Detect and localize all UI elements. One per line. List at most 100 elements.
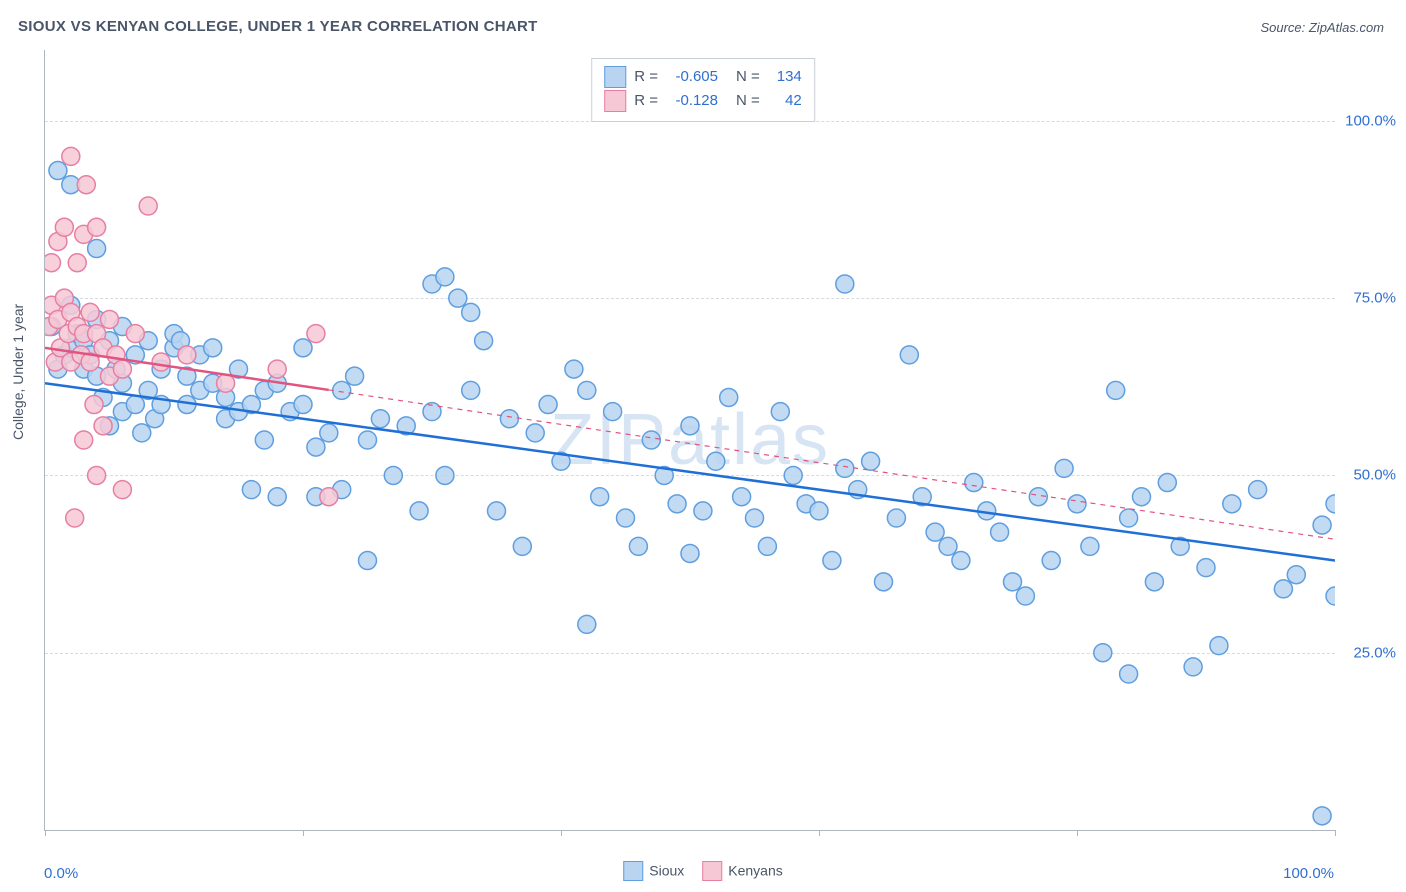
data-point bbox=[784, 466, 802, 484]
legend-swatch bbox=[604, 66, 626, 88]
legend-swatch bbox=[623, 861, 643, 881]
data-point bbox=[617, 509, 635, 527]
data-point bbox=[1133, 488, 1151, 506]
data-point bbox=[178, 346, 196, 364]
data-point bbox=[939, 537, 957, 555]
data-point bbox=[1223, 495, 1241, 513]
stat-r-label: R = bbox=[634, 89, 658, 113]
data-point bbox=[952, 552, 970, 570]
data-point bbox=[629, 537, 647, 555]
data-point bbox=[578, 615, 596, 633]
plot-canvas bbox=[45, 50, 1335, 830]
series-legend: SiouxKenyans bbox=[623, 862, 783, 882]
stat-r-label: R = bbox=[634, 65, 658, 89]
data-point bbox=[449, 289, 467, 307]
data-point bbox=[681, 417, 699, 435]
stat-n-value: 134 bbox=[768, 65, 802, 89]
data-point bbox=[126, 396, 144, 414]
scatter-plot: ZIPatlas bbox=[44, 50, 1335, 831]
data-point bbox=[204, 339, 222, 357]
data-point bbox=[88, 218, 106, 236]
data-point bbox=[771, 403, 789, 421]
data-point bbox=[49, 162, 67, 180]
data-point bbox=[604, 403, 622, 421]
data-point bbox=[436, 268, 454, 286]
data-point bbox=[1274, 580, 1292, 598]
data-point bbox=[359, 431, 377, 449]
data-point bbox=[539, 396, 557, 414]
data-point bbox=[1120, 509, 1138, 527]
data-point bbox=[113, 360, 131, 378]
data-point bbox=[113, 481, 131, 499]
data-point bbox=[68, 254, 86, 272]
data-point bbox=[77, 176, 95, 194]
data-point bbox=[862, 452, 880, 470]
data-point bbox=[1004, 573, 1022, 591]
data-point bbox=[1313, 807, 1331, 825]
data-point bbox=[1158, 474, 1176, 492]
data-point bbox=[758, 537, 776, 555]
data-point bbox=[133, 424, 151, 442]
legend-swatch bbox=[702, 861, 722, 881]
data-point bbox=[1287, 566, 1305, 584]
data-point bbox=[268, 360, 286, 378]
data-point bbox=[591, 488, 609, 506]
data-point bbox=[720, 388, 738, 406]
data-point bbox=[1107, 381, 1125, 399]
data-point bbox=[101, 310, 119, 328]
data-point bbox=[642, 431, 660, 449]
data-point bbox=[85, 396, 103, 414]
data-point bbox=[55, 218, 73, 236]
data-point bbox=[88, 466, 106, 484]
data-point bbox=[384, 466, 402, 484]
x-tick bbox=[303, 830, 304, 836]
data-point bbox=[307, 438, 325, 456]
y-axis-label: College, Under 1 year bbox=[10, 304, 26, 440]
data-point bbox=[1313, 516, 1331, 534]
legend-row: R =-0.128N =42 bbox=[604, 89, 802, 113]
data-point bbox=[887, 509, 905, 527]
data-point bbox=[707, 452, 725, 470]
data-point bbox=[681, 544, 699, 562]
data-point bbox=[991, 523, 1009, 541]
data-point bbox=[694, 502, 712, 520]
data-point bbox=[75, 431, 93, 449]
data-point bbox=[810, 502, 828, 520]
data-point bbox=[462, 381, 480, 399]
data-point bbox=[462, 303, 480, 321]
data-point bbox=[823, 552, 841, 570]
data-point bbox=[565, 360, 583, 378]
data-point bbox=[1326, 587, 1335, 605]
data-point bbox=[359, 552, 377, 570]
trend-line-extrapolated bbox=[329, 390, 1335, 539]
x-tick bbox=[819, 830, 820, 836]
correlation-legend: R =-0.605N =134R =-0.128N =42 bbox=[591, 58, 815, 122]
data-point bbox=[45, 254, 60, 272]
y-tick-label: 25.0% bbox=[1353, 644, 1396, 661]
data-point bbox=[255, 431, 273, 449]
header: SIOUX VS KENYAN COLLEGE, UNDER 1 YEAR CO… bbox=[0, 0, 1406, 40]
data-point bbox=[139, 197, 157, 215]
data-point bbox=[1081, 537, 1099, 555]
data-point bbox=[875, 573, 893, 591]
data-point bbox=[152, 353, 170, 371]
stat-n-label: N = bbox=[736, 65, 760, 89]
legend-label: Sioux bbox=[649, 863, 684, 879]
data-point bbox=[836, 459, 854, 477]
data-point bbox=[320, 488, 338, 506]
data-point bbox=[66, 509, 84, 527]
x-tick bbox=[1335, 830, 1336, 836]
data-point bbox=[81, 303, 99, 321]
data-point bbox=[836, 275, 854, 293]
data-point bbox=[500, 410, 518, 428]
data-point bbox=[1055, 459, 1073, 477]
data-point bbox=[578, 381, 596, 399]
chart-title: SIOUX VS KENYAN COLLEGE, UNDER 1 YEAR CO… bbox=[18, 18, 538, 35]
data-point bbox=[488, 502, 506, 520]
data-point bbox=[1210, 637, 1228, 655]
data-point bbox=[294, 339, 312, 357]
data-point bbox=[1326, 495, 1335, 513]
data-point bbox=[1120, 665, 1138, 683]
source-attribution: Source: ZipAtlas.com bbox=[1260, 20, 1384, 35]
data-point bbox=[320, 424, 338, 442]
